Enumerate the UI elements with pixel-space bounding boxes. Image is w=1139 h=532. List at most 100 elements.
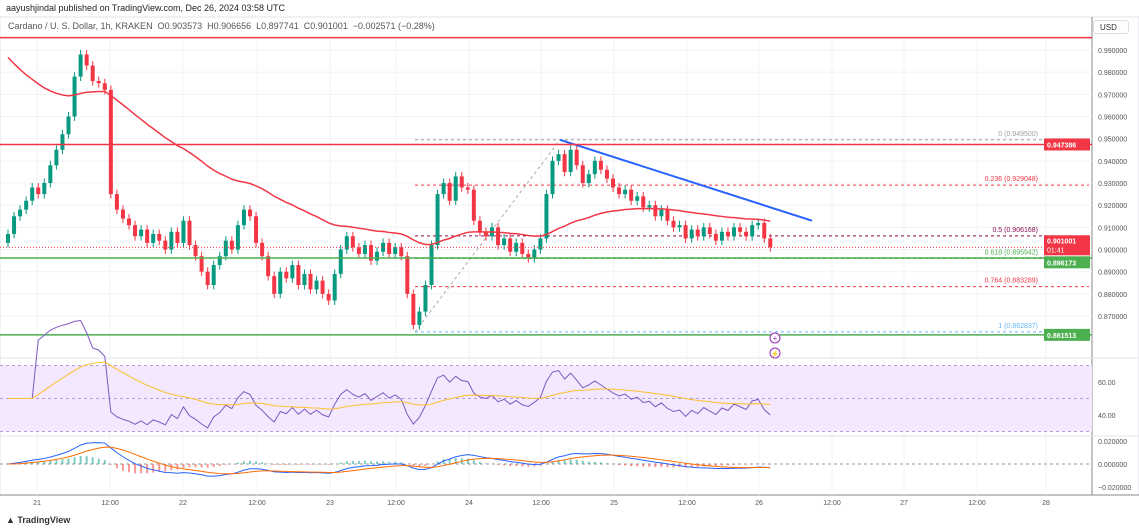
macd-histogram-bar [418, 464, 421, 467]
candle-body [266, 256, 271, 277]
candle-body [471, 189, 476, 221]
candle-body [24, 200, 29, 210]
macd-histogram-bar [363, 460, 366, 464]
macd-histogram-bar [37, 461, 40, 464]
macd-histogram-bar [624, 464, 627, 466]
y-tick-label: 0.960000 [1098, 115, 1127, 122]
price-label: 0.896173 [1047, 260, 1076, 267]
candle-body [381, 242, 386, 252]
candle-body [241, 209, 246, 226]
x-tick-label: 12:00 [968, 500, 986, 507]
candle-body [344, 236, 349, 250]
candle-body [260, 242, 265, 257]
y-tick-label: 0.970000 [1098, 92, 1127, 99]
macd-histogram-bar [636, 464, 639, 467]
macd-histogram-bar [733, 464, 735, 465]
macd-histogram-bar [345, 461, 348, 464]
candle-body [145, 229, 150, 243]
macd-histogram-bar [91, 457, 94, 464]
macd-histogram-bar [618, 464, 621, 466]
candle-body [211, 265, 216, 286]
candle-body [254, 216, 259, 243]
macd-histogram-bar [569, 459, 572, 464]
x-tick-label: 12:00 [532, 500, 550, 507]
candle-body [284, 271, 289, 279]
macd-histogram-bar [587, 461, 590, 464]
macd-histogram-bar [605, 463, 608, 464]
candle-body [538, 238, 543, 250]
rsi-tick-label: 60.00 [1098, 380, 1116, 387]
macd-histogram-bar [436, 461, 439, 464]
macd-histogram-bar [164, 464, 167, 472]
currency-button[interactable]: USD [1093, 20, 1129, 34]
candle-body [641, 196, 646, 208]
macd-histogram-bar [563, 459, 566, 464]
candle-body [604, 169, 609, 179]
candle-body [465, 187, 470, 190]
lightning-glyph: ⚡ [771, 349, 780, 358]
candle-body [66, 116, 71, 135]
x-tick-label: 12:00 [248, 500, 266, 507]
symbol-name[interactable]: Cardano / U. S. Dollar, 1h, KRAKEN [8, 21, 153, 31]
candle-body [683, 225, 688, 239]
candle-body [459, 176, 464, 188]
candle-body [768, 238, 773, 248]
macd-histogram-bar [466, 458, 469, 464]
candle-body [502, 238, 507, 246]
candle-body [127, 218, 131, 226]
fib-level-label: 0 (0.949500) [998, 131, 1038, 138]
macd-histogram-bar [188, 464, 191, 468]
candle-body [308, 273, 313, 290]
candle-body [296, 265, 301, 286]
macd-histogram-bar [739, 464, 742, 465]
candle-body [326, 293, 331, 301]
candle-body [60, 134, 65, 150]
candle-body [102, 83, 107, 90]
candle-body [568, 149, 573, 172]
macd-histogram-bar [726, 464, 729, 466]
candle-body [405, 256, 410, 294]
macd-histogram-bar [648, 464, 651, 467]
macd-histogram-bar [684, 464, 687, 468]
macd-histogram-bar [321, 464, 324, 465]
macd-histogram-bar [218, 464, 221, 467]
candle-body [653, 205, 658, 217]
macd-histogram-bar [376, 461, 379, 464]
x-tick-label: 25 [610, 500, 618, 507]
macd-histogram-bar [79, 455, 82, 464]
candle-body [719, 231, 724, 241]
macd-histogram-bar [714, 464, 717, 467]
candle-body [635, 196, 640, 201]
macd-histogram-bar [503, 464, 506, 466]
candle-body [108, 89, 113, 195]
macd-histogram-bar [255, 461, 258, 464]
macd-histogram-bar [134, 464, 137, 474]
macd-histogram-bar [630, 464, 633, 467]
macd-signal-line [7, 446, 771, 475]
macd-histogram-bar [515, 464, 518, 467]
macd-histogram-bar [297, 464, 300, 465]
bearish-trend-line [559, 138, 813, 222]
y-tick-label: 0.910000 [1098, 225, 1127, 232]
candle-body [338, 249, 343, 274]
y-tick-label: 0.900000 [1098, 248, 1127, 255]
candle-body [750, 225, 755, 237]
macd-histogram-bar [200, 464, 203, 468]
candle-body [84, 54, 89, 66]
macd-histogram-bar [370, 461, 372, 464]
macd-tick-label: 0.000000 [1098, 462, 1127, 469]
candle-body [175, 231, 180, 243]
x-tick-label: 24 [465, 500, 473, 507]
rsi-ma-line [8, 361, 771, 410]
fib-level-label: 0.5 (0.906168) [992, 227, 1038, 234]
macd-histogram-bar [339, 462, 342, 464]
candle-body [229, 240, 234, 250]
macd-histogram-bar [273, 464, 276, 465]
candle-body [30, 187, 35, 201]
macd-histogram-bar [533, 464, 536, 467]
macd-histogram-bar [357, 460, 360, 464]
candle-body [18, 209, 23, 217]
fib-level-label: 0.764 (0.883289) [985, 278, 1038, 285]
candle-body [387, 242, 392, 254]
